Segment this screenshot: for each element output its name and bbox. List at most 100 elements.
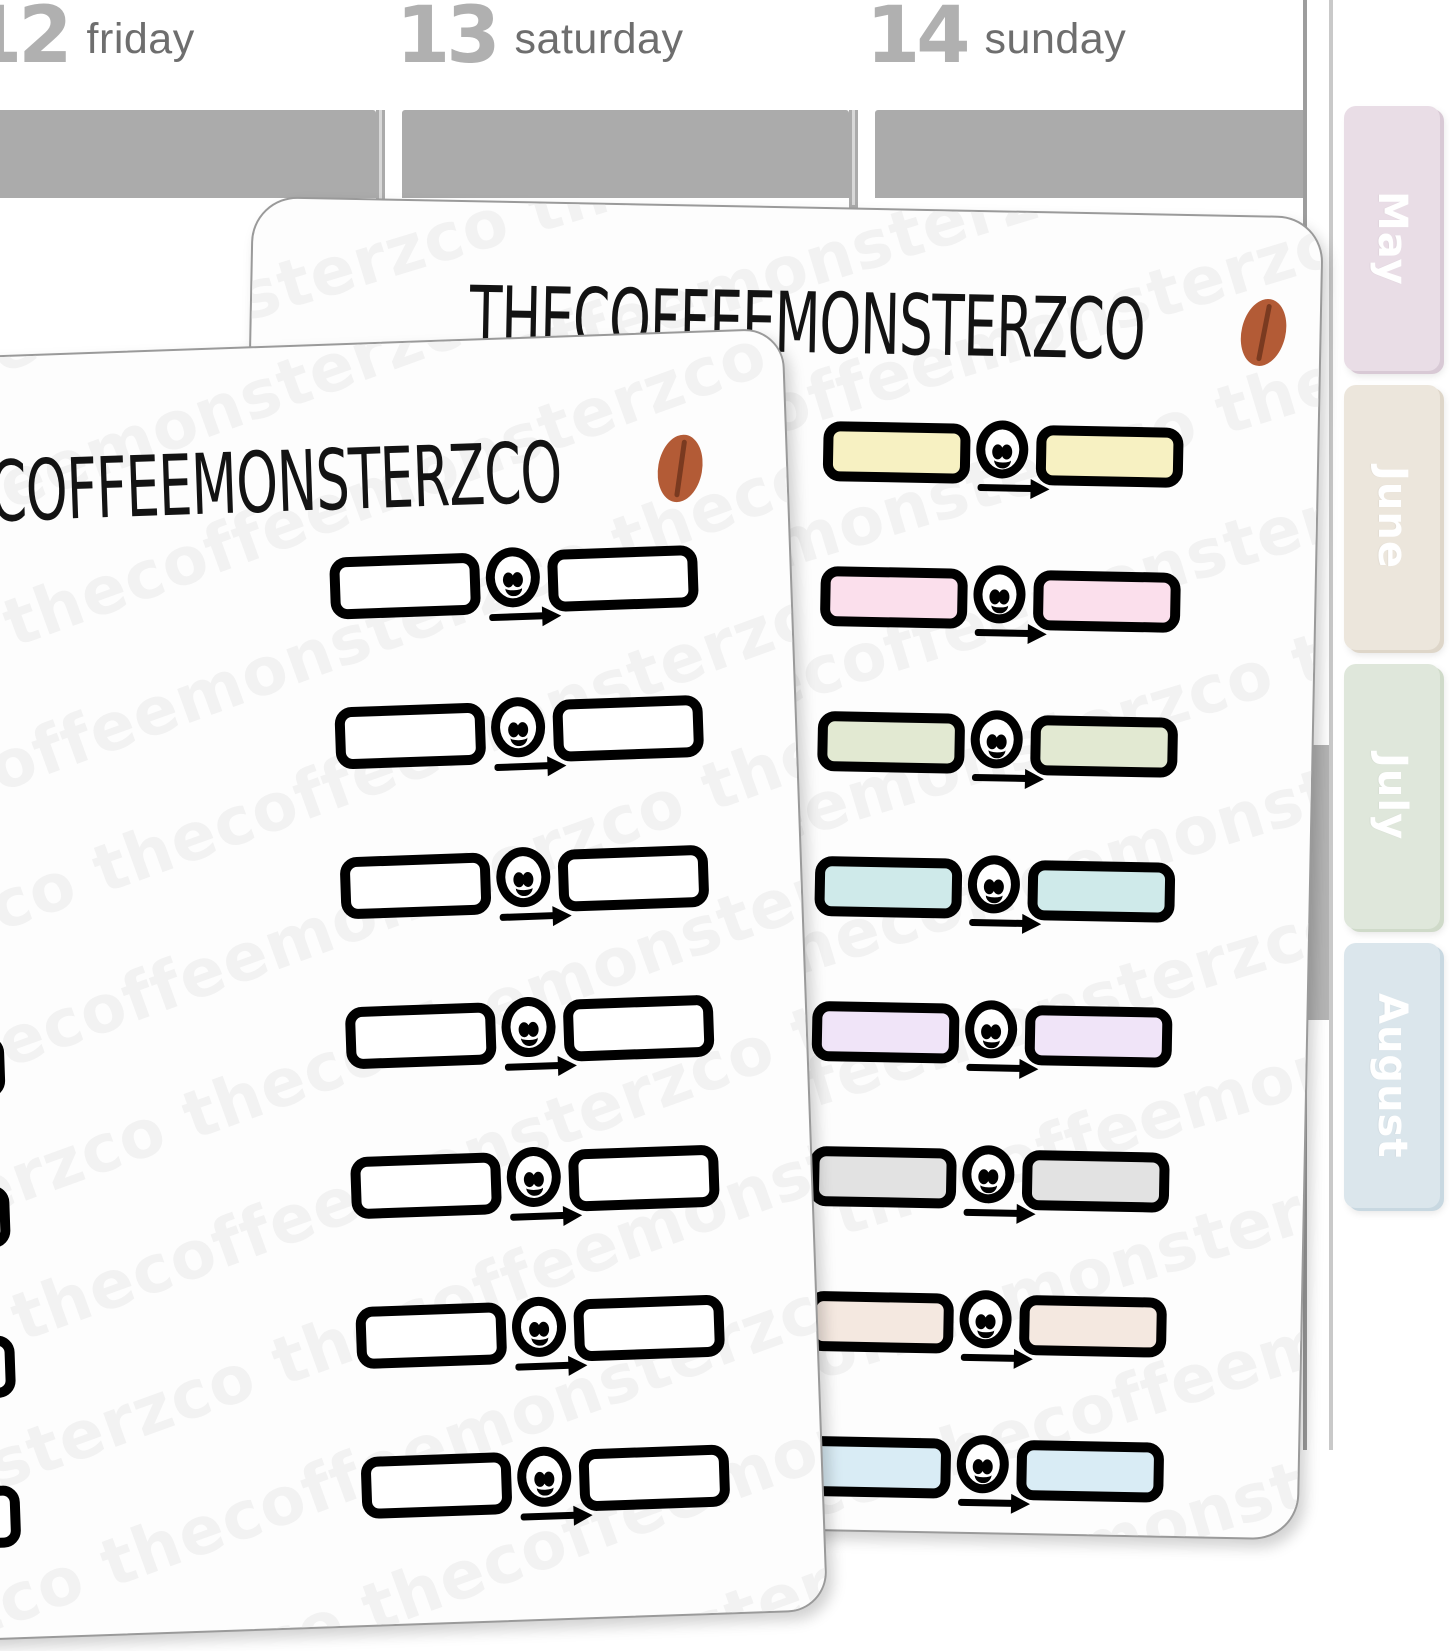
arrow-right-icon	[961, 1346, 1033, 1369]
smile-mouth-icon	[536, 1478, 554, 1496]
smile-mouth-icon	[985, 886, 1002, 903]
left-box[interactable]	[334, 702, 486, 769]
lavender-swap-sticker[interactable]	[811, 1001, 1172, 1068]
arrow-right-icon	[975, 621, 1047, 644]
left-box[interactable]	[814, 856, 962, 919]
left-box[interactable]	[340, 852, 492, 919]
planner-grid-line-1	[379, 110, 382, 205]
month-tab-july[interactable]: July	[1344, 664, 1440, 929]
month-tab-june[interactable]: June	[1344, 385, 1440, 650]
kawaii-face-icon	[973, 565, 1026, 624]
outline-swap-sticker[interactable]	[329, 545, 699, 620]
right-box[interactable]	[1033, 570, 1181, 633]
smile-mouth-icon	[982, 1031, 999, 1048]
right-box[interactable]	[557, 845, 709, 912]
left-box[interactable]	[806, 1291, 954, 1354]
green-swap-sticker[interactable]	[817, 711, 1178, 778]
kawaii-face-icon	[490, 696, 546, 758]
watermark-text: thecoffeemonsterzco thecoffeemonsterzco …	[0, 1602, 828, 1651]
smile-mouth-icon	[504, 579, 522, 597]
right-box[interactable]	[563, 995, 715, 1062]
left-box[interactable]	[823, 421, 971, 484]
pink-swap-sticker[interactable]	[820, 566, 1181, 633]
smile-mouth-icon	[979, 1176, 996, 1193]
month-tab-august[interactable]: August	[1344, 943, 1440, 1208]
blue-swap-sticker[interactable]	[814, 856, 1175, 923]
left-box[interactable]	[329, 552, 481, 619]
left-box[interactable]	[817, 711, 965, 774]
outline-swap-sticker[interactable]	[345, 995, 715, 1070]
gray-swap-sticker[interactable]	[809, 1146, 1170, 1213]
outline-swap-sticker[interactable]	[340, 845, 710, 920]
left-box[interactable]	[811, 1001, 959, 1064]
left-box[interactable]	[355, 1302, 507, 1369]
outline-swap-sticker[interactable]	[355, 1294, 725, 1369]
kawaii-face-icon	[501, 996, 557, 1058]
day-name: sunday	[985, 0, 1127, 78]
planner-grid-line-2	[852, 110, 855, 205]
right-box[interactable]	[568, 1145, 720, 1212]
right-box[interactable]	[1024, 1005, 1172, 1068]
right-box[interactable]	[552, 695, 704, 762]
left-box[interactable]	[345, 1002, 497, 1069]
outline-swap-sticker[interactable]	[350, 1145, 720, 1220]
face-and-arrow-group	[506, 1146, 562, 1208]
right-box[interactable]	[1022, 1150, 1170, 1213]
smile-mouth-icon	[977, 1321, 994, 1338]
arrow-right-icon	[966, 1056, 1038, 1079]
face-and-arrow-group	[516, 1446, 572, 1508]
day-name: saturday	[515, 0, 684, 78]
smile-mouth-icon	[993, 451, 1010, 468]
kawaii-face-icon	[965, 1000, 1018, 1059]
right-box[interactable]	[1036, 425, 1184, 488]
outline-swap-sticker[interactable]	[360, 1444, 730, 1519]
outline-swap-sticker[interactable]	[0, 1185, 11, 1260]
right-box[interactable]	[578, 1444, 730, 1511]
right-box[interactable]	[1027, 860, 1175, 923]
outline-sticker-sheet[interactable]: thecoffeemonsterzco thecoffeemonsterzco …	[0, 328, 828, 1651]
day-header-friday: 12 friday	[0, 0, 368, 92]
right-box[interactable]	[1016, 1440, 1164, 1503]
outline-swap-sticker[interactable]	[0, 1035, 6, 1110]
right-box[interactable]	[1019, 1295, 1167, 1358]
face-and-arrow-group	[495, 846, 551, 908]
right-box[interactable]	[0, 1185, 11, 1252]
kawaii-face-icon	[516, 1446, 572, 1508]
kawaii-face-icon	[970, 710, 1023, 769]
beige-swap-sticker[interactable]	[806, 1291, 1167, 1358]
right-box[interactable]	[0, 1035, 6, 1102]
right-box[interactable]	[0, 1335, 16, 1402]
face-and-arrow-group	[490, 696, 546, 758]
outline-swap-sticker[interactable]	[0, 1335, 16, 1410]
outline-swap-sticker[interactable]	[0, 1485, 21, 1560]
face-and-arrow-group	[973, 565, 1026, 624]
right-box[interactable]	[1030, 715, 1178, 778]
coffee-bean-icon	[653, 431, 708, 506]
watermark-text: thecoffeemonsterzco thecoffeemonsterzco …	[0, 864, 828, 1641]
smile-mouth-icon	[531, 1328, 549, 1346]
face-and-arrow-group	[965, 1000, 1018, 1059]
month-tab-may[interactable]: May	[1344, 106, 1440, 371]
left-box[interactable]	[350, 1152, 502, 1219]
right-box[interactable]	[0, 1485, 21, 1552]
day-name: friday	[87, 0, 195, 78]
left-box[interactable]	[809, 1146, 957, 1209]
arrow-right-icon	[520, 1503, 593, 1527]
left-box[interactable]	[803, 1436, 951, 1499]
left-box[interactable]	[820, 566, 968, 629]
yellow-swap-sticker[interactable]	[823, 421, 1184, 488]
right-box[interactable]	[573, 1294, 725, 1361]
face-and-arrow-group	[485, 546, 541, 608]
face-and-arrow-group	[967, 855, 1020, 914]
smile-mouth-icon	[974, 1466, 991, 1483]
skyblue-swap-sticker[interactable]	[803, 1436, 1164, 1503]
brand-wordmark: THECOFFEEMONSTERZCO	[0, 423, 563, 544]
left-box[interactable]	[360, 1452, 512, 1519]
face-and-arrow-group	[501, 996, 557, 1058]
right-box[interactable]	[547, 545, 699, 612]
outline-swap-sticker[interactable]	[334, 695, 704, 770]
arrow-right-icon	[515, 1353, 588, 1377]
day-number: 12	[0, 0, 69, 72]
day-column-bar-friday	[0, 110, 376, 198]
face-and-arrow-group	[959, 1290, 1012, 1349]
